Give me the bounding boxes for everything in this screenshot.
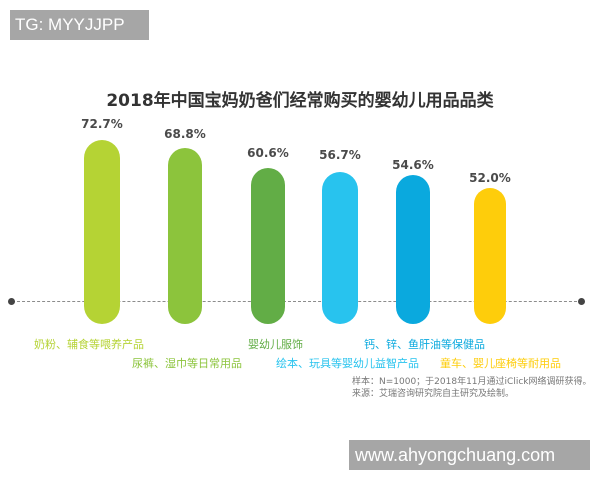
bar-health-products: [396, 175, 430, 324]
source-note: 来源：艾瑞咨询研究院自主研究及绘制。: [352, 389, 515, 399]
axis-left-dot-icon: [8, 298, 15, 305]
category-label: 绘本、玩具等婴幼儿益智产品: [276, 357, 419, 370]
axis-right-dot-icon: [578, 298, 585, 305]
category-label: 钙、锌、鱼肝油等保健品: [364, 338, 485, 351]
sample-note: 样本：N=1000；于2018年11月通过iClick网络调研获得。: [352, 377, 592, 387]
value-label: 52.0%: [469, 171, 511, 185]
bar-daily-products: [168, 148, 202, 324]
bar-durable-products: [474, 188, 506, 324]
value-label: 56.7%: [319, 148, 361, 162]
bar-educational-products: [322, 172, 358, 324]
baseline-dashed-axis: [12, 301, 582, 302]
bar-feeding-products: [84, 140, 120, 324]
category-label: 奶粉、辅食等喂养产品: [34, 338, 144, 351]
watermark-top: TG: MYYJJPP: [10, 10, 149, 40]
value-label: 54.6%: [392, 158, 434, 172]
value-label: 68.8%: [164, 127, 206, 141]
value-label: 72.7%: [81, 117, 123, 131]
value-label: 60.6%: [247, 146, 289, 160]
category-label: 婴幼儿服饰: [248, 338, 303, 351]
watermark-bottom: www.ahyongchuang.com: [349, 440, 590, 470]
chart-footnote: 样本：N=1000；于2018年11月通过iClick网络调研获得。 来源：艾瑞…: [352, 376, 591, 400]
chart-title: 2018年中国宝妈奶爸们经常购买的婴幼儿用品品类: [106, 91, 494, 111]
category-label: 尿裤、湿巾等日常用品: [132, 357, 242, 370]
category-label: 童车、婴儿座椅等耐用品: [440, 357, 561, 370]
bar-clothing: [251, 168, 285, 324]
